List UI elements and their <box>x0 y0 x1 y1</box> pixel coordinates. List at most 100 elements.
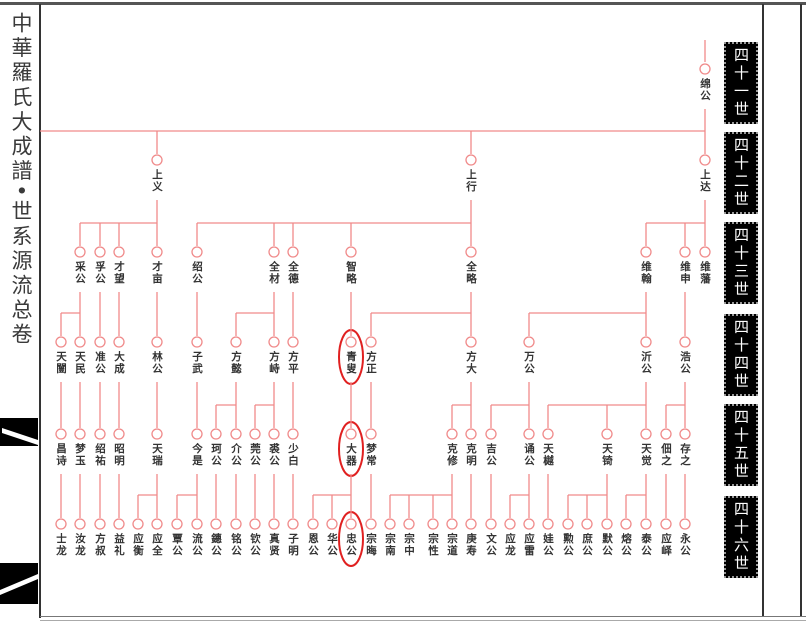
member-node-circle <box>542 428 554 440</box>
member-name: 全材 <box>268 261 280 285</box>
member-name: 覃公 <box>171 533 183 557</box>
member-name: 宗中 <box>403 533 415 557</box>
member-node-circle <box>287 336 299 348</box>
member-name: 方叔 <box>94 533 106 557</box>
member-node-circle <box>581 518 593 530</box>
member-name: 绵公 <box>699 78 711 102</box>
member-node-circle <box>465 518 477 530</box>
member-node-circle <box>679 428 691 440</box>
member-node-circle <box>562 518 574 530</box>
member-node-circle <box>249 428 261 440</box>
member-node-circle <box>55 428 67 440</box>
member-node-circle <box>523 428 535 440</box>
decoration-stripe-upper <box>2 428 38 445</box>
member-name: 昭明 <box>113 443 125 467</box>
member-name: 采公 <box>74 261 86 285</box>
member-name: 真贤 <box>268 533 280 557</box>
member-node-circle <box>403 518 415 530</box>
member-name: 天瑞 <box>151 443 163 467</box>
decoration-stripe-lower <box>0 574 38 595</box>
member-name: 全德 <box>287 261 299 285</box>
member-node-circle <box>171 518 183 530</box>
member-name: 全略 <box>465 261 477 285</box>
member-node-circle <box>446 518 458 530</box>
member-node-circle <box>74 336 86 348</box>
member-name: 勲公 <box>562 533 574 557</box>
right-divider <box>762 4 764 616</box>
member-name: 子武 <box>191 351 203 375</box>
member-node-circle <box>345 518 357 530</box>
member-node-circle <box>640 246 652 258</box>
member-node-circle <box>55 336 67 348</box>
member-node-circle <box>191 336 203 348</box>
member-name: 上义 <box>151 169 163 193</box>
bottom-border <box>40 616 806 621</box>
member-node-circle <box>365 518 377 530</box>
member-name: 熔公 <box>620 533 632 557</box>
member-name: 维申 <box>679 261 691 285</box>
right-border <box>800 4 802 616</box>
member-name: 维藩 <box>699 261 711 285</box>
member-node-circle <box>268 428 280 440</box>
member-name: 大器 <box>345 443 357 467</box>
member-node-circle <box>113 246 125 258</box>
member-node-circle <box>427 518 439 530</box>
member-node-circle <box>345 336 357 348</box>
member-node-circle <box>523 336 535 348</box>
member-name: 梦常 <box>365 443 377 467</box>
member-name: 天樾 <box>542 443 554 467</box>
member-name: 方正 <box>365 351 377 375</box>
member-name: 孚公 <box>94 261 106 285</box>
member-node-circle <box>151 336 163 348</box>
member-node-circle <box>191 428 203 440</box>
member-name: 才望 <box>113 261 125 285</box>
member-node-circle <box>191 246 203 258</box>
member-name: 吉公 <box>485 443 497 467</box>
member-name: 克明 <box>465 443 477 467</box>
member-name: 士龙 <box>55 533 67 557</box>
member-name: 维翰 <box>640 261 652 285</box>
member-node-circle <box>151 518 163 530</box>
member-name: 应龙 <box>504 533 516 557</box>
member-name: 才亩 <box>151 261 163 285</box>
member-name: 介公 <box>230 443 242 467</box>
member-node-circle <box>307 518 319 530</box>
member-name: 方懿 <box>230 351 242 375</box>
member-node-circle <box>446 428 458 440</box>
member-node-circle <box>210 518 222 530</box>
member-name: 宗晦 <box>365 533 377 557</box>
member-node-circle <box>365 428 377 440</box>
title-panel-decoration <box>0 418 38 604</box>
member-name: 青叟 <box>345 351 357 375</box>
member-node-circle <box>542 518 554 530</box>
book-title: 中華羅氏大成譜•世系源流总卷 <box>9 12 33 348</box>
member-node-circle <box>94 428 106 440</box>
member-node-circle <box>485 518 497 530</box>
member-name: 准公 <box>94 351 106 375</box>
member-node-circle <box>465 336 477 348</box>
member-name: 忠公 <box>345 533 357 557</box>
top-border <box>0 2 806 5</box>
member-name: 天民 <box>74 351 86 375</box>
member-node-circle <box>465 154 477 166</box>
member-node-circle <box>210 428 222 440</box>
member-node-circle <box>679 518 691 530</box>
member-node-circle <box>74 428 86 440</box>
member-name: 恩公 <box>307 533 319 557</box>
member-node-circle <box>345 428 357 440</box>
member-node-circle <box>699 246 711 258</box>
member-node-circle <box>465 246 477 258</box>
member-node-circle <box>679 336 691 348</box>
generation-marker: 四十五世 <box>724 404 758 486</box>
member-node-circle <box>230 336 242 348</box>
member-node-circle <box>465 428 477 440</box>
member-node-circle <box>345 246 357 258</box>
member-name: 方大 <box>465 351 477 375</box>
member-node-circle <box>94 246 106 258</box>
member-name: 佃之 <box>660 443 672 467</box>
member-node-circle <box>230 518 242 530</box>
member-node-circle <box>640 518 652 530</box>
generation-marker: 四十二世 <box>724 132 758 214</box>
member-name: 克修 <box>446 443 458 467</box>
member-node-circle <box>485 428 497 440</box>
